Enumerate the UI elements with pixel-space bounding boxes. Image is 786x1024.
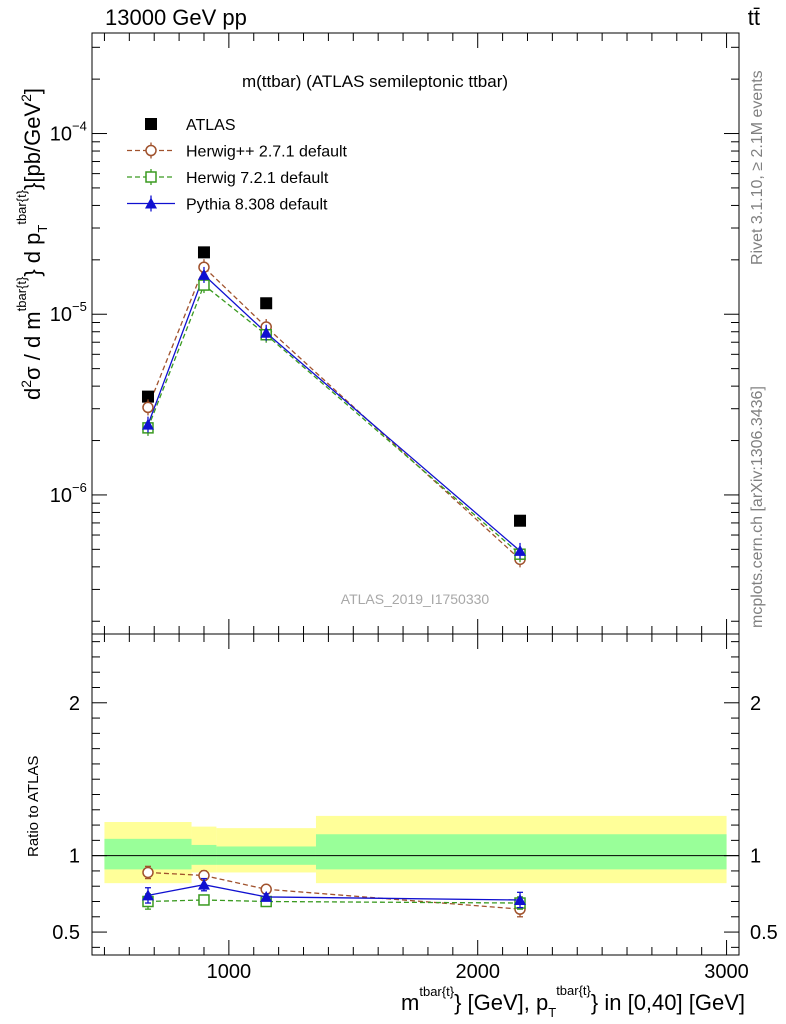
ratio-ticks: 0.5 0.5 1 1 2 2 1000 2000 3000 xyxy=(52,33,778,983)
legend-marker xyxy=(145,197,157,209)
ratio-ytick-label: 0.5 xyxy=(52,922,80,944)
legend-label: Pythia 8.308 default xyxy=(186,197,328,214)
analysis-watermark: ATLAS_2019_I1750330 xyxy=(341,591,490,607)
series-line xyxy=(147,273,521,552)
series-line xyxy=(147,284,521,555)
legend-marker xyxy=(145,171,157,183)
ratio-point xyxy=(197,878,210,890)
ratio-point xyxy=(514,893,527,905)
data-point xyxy=(514,514,527,527)
ratio-series-line xyxy=(147,871,521,910)
data-point xyxy=(197,268,210,280)
rivet-label: Rivet 3.1.10, ≥ 2.1M events xyxy=(749,70,766,265)
xtick-label: 3000 xyxy=(704,961,749,983)
header-left: 13000 GeV pp xyxy=(105,5,247,30)
data-point xyxy=(142,401,154,414)
data-point xyxy=(141,390,154,403)
ratio-series-line xyxy=(147,899,521,904)
svg-text:d2σ / d mtbar{t}} d pTtbar{t}}: d2σ / d mtbar{t}} d pTtbar{t}}[pb/GeV2] xyxy=(14,88,50,400)
legend-marker xyxy=(145,144,157,157)
mcplots-label: mcplots.cern.ch [arXiv:1306.3436] xyxy=(749,386,766,628)
ratio-point xyxy=(198,894,210,906)
main-ytick-exponent: −5 xyxy=(72,299,87,314)
main-panel: 10−610−510−4 m(ttbar) (ATLAS semileptoni… xyxy=(50,32,740,635)
svg-text:mtbar{t}} [GeV], pTtbar{t}} in: mtbar{t}} [GeV], pTtbar{t}} in [0,40] [G… xyxy=(401,983,745,1020)
uncertainty-band-green xyxy=(191,844,217,865)
ratio-point xyxy=(260,890,273,902)
main-ticks: 10−610−510−4 xyxy=(50,46,739,622)
data-point xyxy=(514,544,527,556)
ratio-ytick-label: 1 xyxy=(69,846,80,868)
series-line xyxy=(147,266,521,560)
main-ytick-label: 10 xyxy=(50,124,72,146)
uncertainty-band-green xyxy=(104,838,192,870)
header-right: tt̄ xyxy=(748,5,760,30)
xtick-label: 2000 xyxy=(455,961,500,983)
legend-marker xyxy=(145,118,157,130)
data-point xyxy=(260,297,273,310)
ratio-point xyxy=(141,889,154,901)
data-point xyxy=(197,246,210,259)
ratio-ytick-label: 2 xyxy=(69,693,80,715)
ratio-series-line xyxy=(147,884,521,901)
main-ytick-label: 10 xyxy=(50,485,72,507)
ratio-ytick-label-right: 2 xyxy=(750,693,761,715)
main-ytick-label: 10 xyxy=(50,304,72,326)
data-point xyxy=(141,418,154,430)
main-ylabel: d2σ / d mtbar{t}} d pTtbar{t}}[pb/GeV2] xyxy=(14,88,50,400)
uncertainty-band-green xyxy=(315,834,727,870)
ratio-frame xyxy=(91,633,740,956)
main-title: m(ttbar) (ATLAS semileptonic ttbar) xyxy=(242,72,508,91)
ratio-ytick-label-right: 0.5 xyxy=(750,922,778,944)
legend-label: ATLAS xyxy=(186,117,236,134)
xtick-label: 1000 xyxy=(207,961,252,983)
main-ytick-exponent: −6 xyxy=(72,480,87,495)
data-point xyxy=(260,326,273,338)
main-ytick-exponent: −4 xyxy=(72,119,87,134)
legend-label: Herwig++ 2.7.1 default xyxy=(186,144,348,161)
legend-label: Herwig 7.2.1 default xyxy=(186,170,329,187)
ratio-point xyxy=(142,866,154,879)
ratio-panel: 0.5 0.5 1 1 2 2 1000 2000 3000 xyxy=(52,33,778,983)
ratio-ylabel: Ratio to ATLAS xyxy=(25,756,42,857)
ratio-ytick-label-right: 1 xyxy=(750,846,761,868)
ratio-xlabel: mtbar{t}} [GeV], pTtbar{t}} in [0,40] [G… xyxy=(401,983,745,1020)
legend: ATLAS Herwig++ 2.7.1 default Herwig 7.2.1 … xyxy=(127,117,348,214)
